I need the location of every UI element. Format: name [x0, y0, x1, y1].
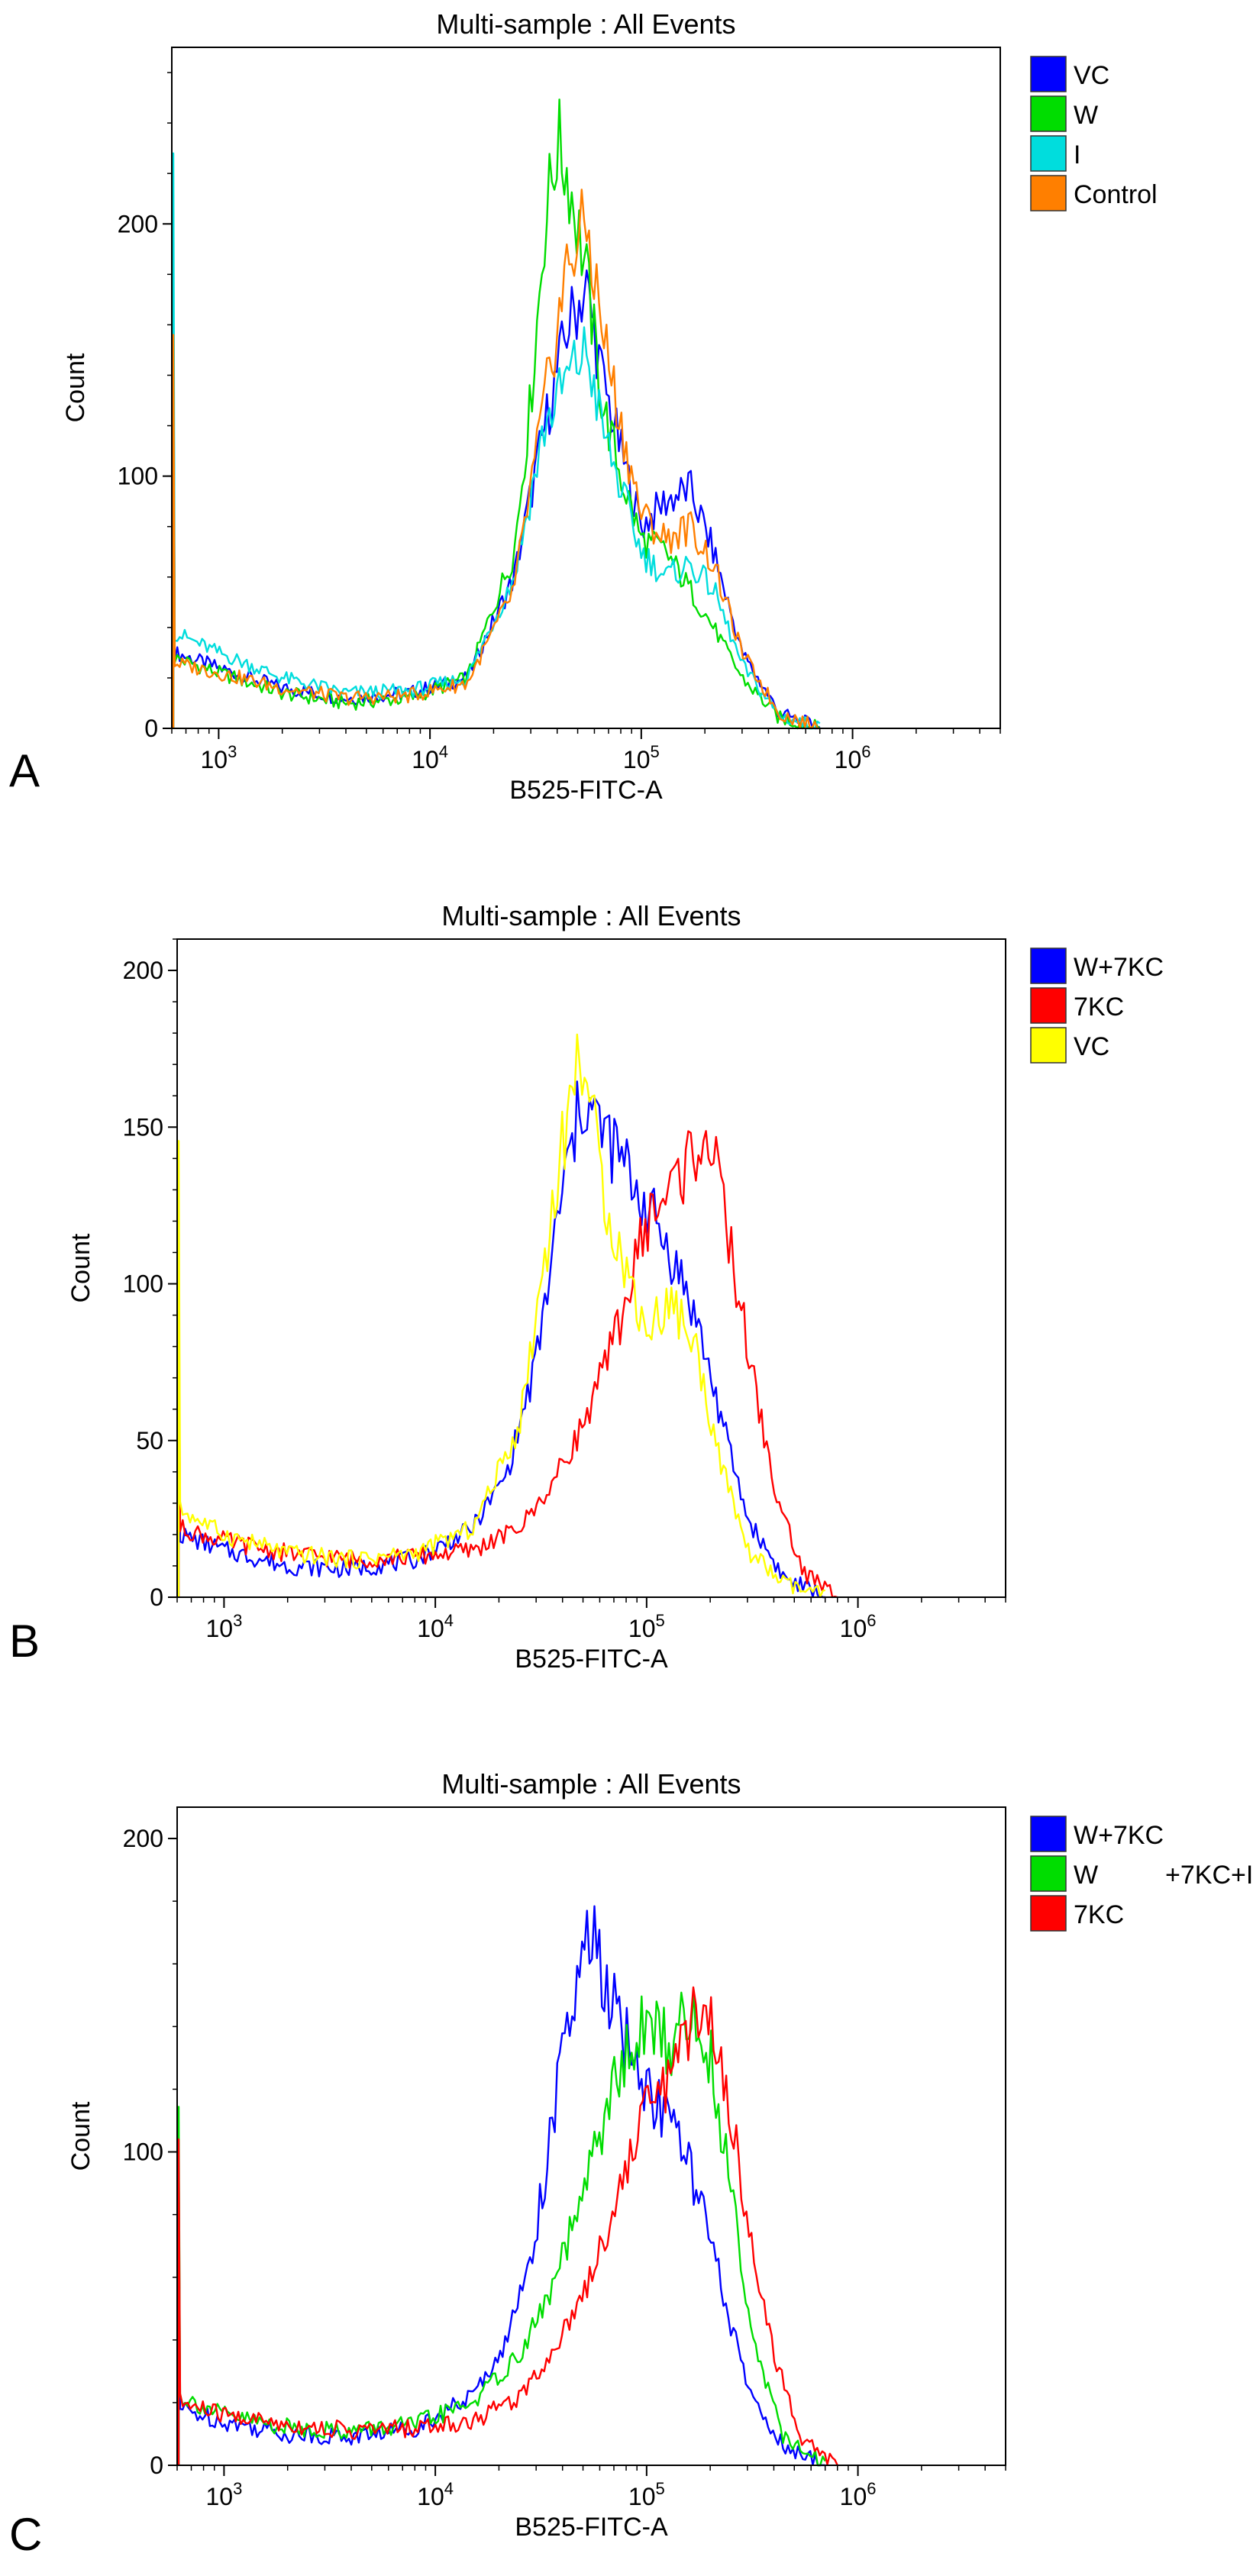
- plot-frame: [171, 47, 1001, 729]
- y-axis-label: Count: [66, 2101, 95, 2171]
- x-tick-label: 103: [205, 2479, 242, 2510]
- series-line-i: [172, 152, 821, 730]
- legend-label: I: [1074, 140, 1080, 169]
- legend-swatch: [1030, 175, 1067, 211]
- y-tick-label: 0: [150, 1583, 163, 1611]
- plot-frame: [176, 938, 1006, 1598]
- panel-letter: B: [9, 1616, 40, 1667]
- series-line-w-7kc-i: [177, 1989, 826, 2467]
- legend-swatch: [1030, 1816, 1067, 1852]
- legend-label: W: [1074, 1861, 1098, 1890]
- series-line-control: [172, 189, 820, 730]
- y-tick-label: 0: [144, 715, 158, 742]
- series-line-vc: [177, 1033, 826, 1599]
- legend-label: 7KC: [1074, 993, 1124, 1022]
- legend-swatch: [1030, 947, 1067, 984]
- y-tick-label: 200: [123, 957, 163, 984]
- x-tick-label: 104: [412, 742, 448, 773]
- y-tick-label: 50: [136, 1427, 163, 1454]
- legend-label: W+7KC: [1074, 1821, 1164, 1850]
- x-tick-label: 104: [417, 2479, 454, 2510]
- legend-swatch: [1030, 95, 1067, 132]
- y-tick-label: 200: [118, 210, 158, 237]
- x-axis-label: B525-FITC-A: [515, 1645, 668, 1674]
- legend-label-suffix: +7KC+I: [1165, 1861, 1253, 1890]
- chart-title: Multi-sample : All Events: [441, 900, 741, 931]
- series-line-7kc: [177, 1986, 838, 2466]
- x-axis-label: B525-FITC-A: [515, 2513, 668, 2542]
- legend-swatch: [1030, 1855, 1067, 1892]
- legend-swatch: [1030, 135, 1067, 172]
- legend-swatch: [1030, 1027, 1067, 1064]
- legend-swatch: [1030, 987, 1067, 1024]
- x-tick-label: 106: [840, 1611, 877, 1642]
- x-tick-label: 105: [623, 742, 660, 773]
- y-tick-label: 200: [123, 1825, 163, 1852]
- panel-a: Multi-sample : All Events 0 100 200 103 104 10…: [9, 8, 1158, 805]
- series-line-w-7kc: [177, 1905, 825, 2467]
- y-axis-label: Count: [61, 353, 90, 422]
- legend-label: 7KC: [1074, 1900, 1124, 1929]
- series-line-w: [172, 98, 821, 730]
- series-line-7kc: [177, 1130, 838, 1599]
- x-tick-label: 103: [205, 1611, 242, 1642]
- y-tick-label: 150: [123, 1113, 163, 1141]
- y-tick-label: 0: [150, 2452, 163, 2479]
- legend-swatch: [1030, 56, 1067, 92]
- y-tick-label: 100: [123, 1270, 163, 1298]
- x-tick-label: 105: [628, 1611, 665, 1642]
- x-tick-label: 105: [628, 2479, 665, 2510]
- panel-b: Multi-sample : All Events 0 50 100 150 200 103…: [9, 900, 1164, 1674]
- legend-label: Control: [1074, 180, 1158, 209]
- chart-title: Multi-sample : All Events: [441, 1768, 741, 1800]
- x-tick-label: 103: [200, 742, 237, 773]
- y-tick-label: 100: [123, 2139, 163, 2166]
- legend-label: VC: [1074, 1032, 1109, 1061]
- legend-swatch: [1030, 1895, 1067, 1932]
- panel-letter: A: [9, 745, 40, 796]
- series-line-vc: [172, 269, 821, 730]
- legend-label: VC: [1074, 61, 1109, 90]
- x-tick-label: 106: [835, 742, 871, 773]
- panel-letter: C: [9, 2509, 42, 2560]
- plot-frame: [176, 1806, 1006, 2466]
- panel-c: Multi-sample : All Events 0 100 200 103 104 10…: [9, 1768, 1253, 2560]
- legend-label: W: [1074, 101, 1098, 130]
- y-tick-label: 100: [118, 463, 158, 490]
- chart-title: Multi-sample : All Events: [436, 8, 735, 40]
- series-line-w-7kc: [177, 1080, 825, 1599]
- y-axis-label: Count: [66, 1233, 95, 1303]
- x-axis-label: B525-FITC-A: [509, 776, 663, 805]
- x-tick-label: 106: [840, 2479, 877, 2510]
- legend-label: W+7KC: [1074, 953, 1164, 982]
- x-tick-label: 104: [417, 1611, 454, 1642]
